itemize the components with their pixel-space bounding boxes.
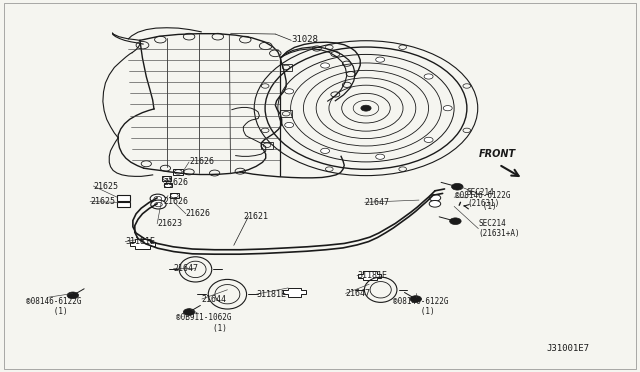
Text: FRONT: FRONT (478, 150, 515, 160)
Text: ®08146-6122G
      (1): ®08146-6122G (1) (456, 191, 511, 211)
Text: 21623: 21623 (157, 219, 182, 228)
Bar (261, 141, 273, 149)
Circle shape (424, 74, 433, 79)
Text: ®08146-6122G
      (1): ®08146-6122G (1) (26, 297, 82, 316)
Circle shape (429, 195, 441, 201)
Text: 21647: 21647 (346, 289, 371, 298)
Circle shape (151, 200, 166, 209)
Circle shape (429, 201, 441, 207)
Polygon shape (283, 288, 306, 297)
Text: 21625: 21625 (90, 197, 115, 206)
Circle shape (321, 63, 330, 68)
Text: 21625: 21625 (93, 182, 118, 190)
Bar (280, 110, 292, 118)
Text: 31181E: 31181E (256, 290, 286, 299)
Text: 21647: 21647 (365, 198, 390, 207)
Bar (170, 193, 179, 198)
Circle shape (452, 183, 463, 190)
Circle shape (376, 154, 385, 159)
Bar (117, 202, 130, 208)
Text: 21626: 21626 (164, 178, 189, 187)
Text: ®08146-6122G
      (1): ®08146-6122G (1) (394, 297, 449, 316)
Polygon shape (130, 238, 156, 249)
Text: 31181E: 31181E (125, 237, 156, 246)
Text: 21621: 21621 (243, 212, 268, 221)
Bar (164, 183, 172, 187)
Text: 31028: 31028 (291, 35, 318, 44)
Circle shape (410, 296, 422, 302)
Circle shape (67, 292, 79, 299)
Text: SEC214
(21631): SEC214 (21631) (467, 188, 499, 208)
Text: 21644: 21644 (202, 295, 227, 304)
Circle shape (376, 57, 385, 62)
Bar (163, 176, 172, 181)
Text: 21626: 21626 (189, 157, 214, 166)
Text: ®0B911-1062G
        (1): ®0B911-1062G (1) (176, 314, 232, 333)
Polygon shape (358, 271, 381, 280)
Text: 21626: 21626 (164, 197, 189, 206)
Bar (173, 169, 183, 174)
Circle shape (285, 89, 294, 94)
Text: J31001E7: J31001E7 (547, 344, 589, 353)
Circle shape (321, 148, 330, 154)
Bar (280, 64, 292, 71)
Text: 21647: 21647 (173, 264, 198, 273)
Circle shape (424, 137, 433, 142)
Circle shape (183, 309, 195, 315)
Circle shape (150, 194, 166, 203)
Circle shape (450, 218, 461, 225)
Text: 31181E: 31181E (357, 271, 387, 280)
Circle shape (361, 105, 371, 111)
Text: SEC214
(21631+A): SEC214 (21631+A) (478, 219, 520, 238)
Text: 21626: 21626 (186, 209, 211, 218)
Circle shape (444, 106, 452, 111)
Circle shape (285, 122, 294, 128)
Bar (117, 195, 130, 201)
